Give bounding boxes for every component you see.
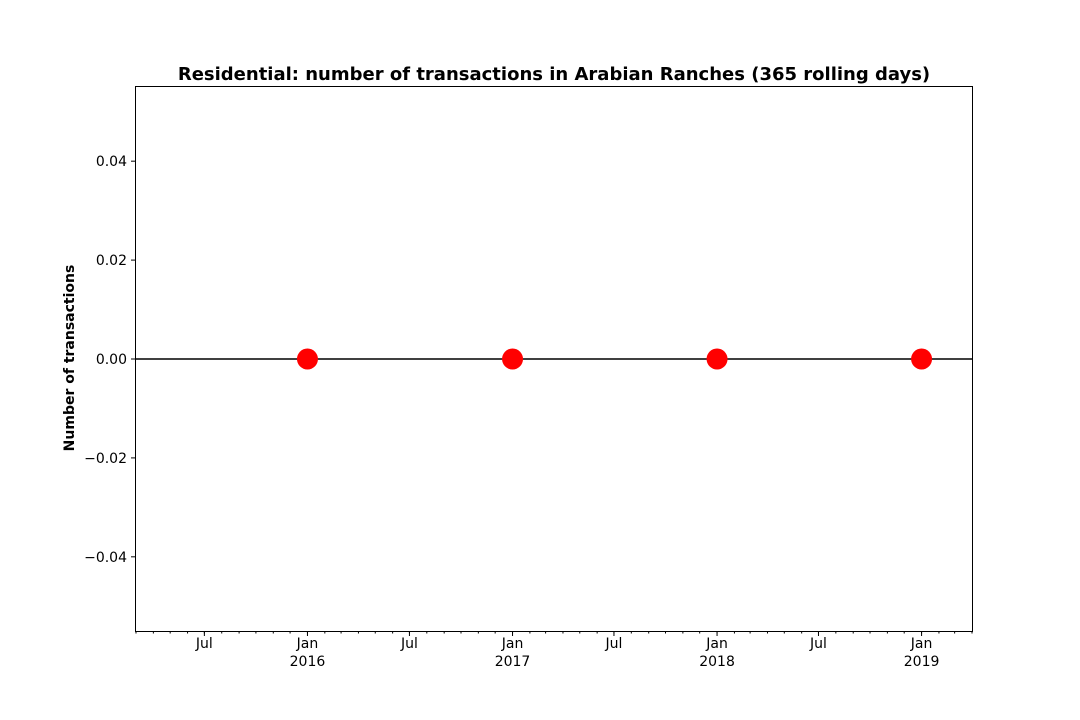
x-tick-year-label: 2017 (495, 654, 531, 670)
x-tick-label: Jul (400, 636, 418, 652)
x-axis: Jul Jan 2016 Jul Jan 2017 Jul Jan 2018 Jul Jan 2019 (135, 631, 973, 670)
data-point (502, 348, 524, 370)
x-tick-label: Jan (501, 636, 524, 652)
chart-title: Residential: number of transactions in A… (178, 64, 930, 85)
x-tick-year-label: 2016 (290, 654, 326, 670)
x-tick-year-label: 2019 (904, 654, 940, 670)
y-tick-label: 0.02 (96, 253, 127, 269)
x-tick-label: Jul (195, 636, 213, 652)
y-tick-label: −0.02 (84, 451, 127, 467)
x-tick-label: Jan (296, 636, 319, 652)
x-tick-year-label: 2018 (699, 654, 735, 670)
x-tick-label: Jul (809, 636, 827, 652)
x-tick-label: Jul (605, 636, 623, 652)
y-tick-label: 0.04 (96, 154, 127, 170)
axes-frame (135, 86, 973, 632)
y-tick-label: 0.00 (96, 352, 127, 368)
data-point (706, 348, 728, 370)
y-tick-label: −0.04 (84, 550, 127, 566)
y-axis: 0.04 0.02 0.00 −0.02 −0.04 (84, 154, 136, 566)
x-tick-label: Jan (705, 636, 728, 652)
plot-area (136, 348, 972, 370)
data-point (911, 348, 933, 370)
x-tick-label: Jan (910, 636, 933, 652)
data-point (296, 348, 318, 370)
y-axis-label: Number of transactions (62, 265, 78, 452)
